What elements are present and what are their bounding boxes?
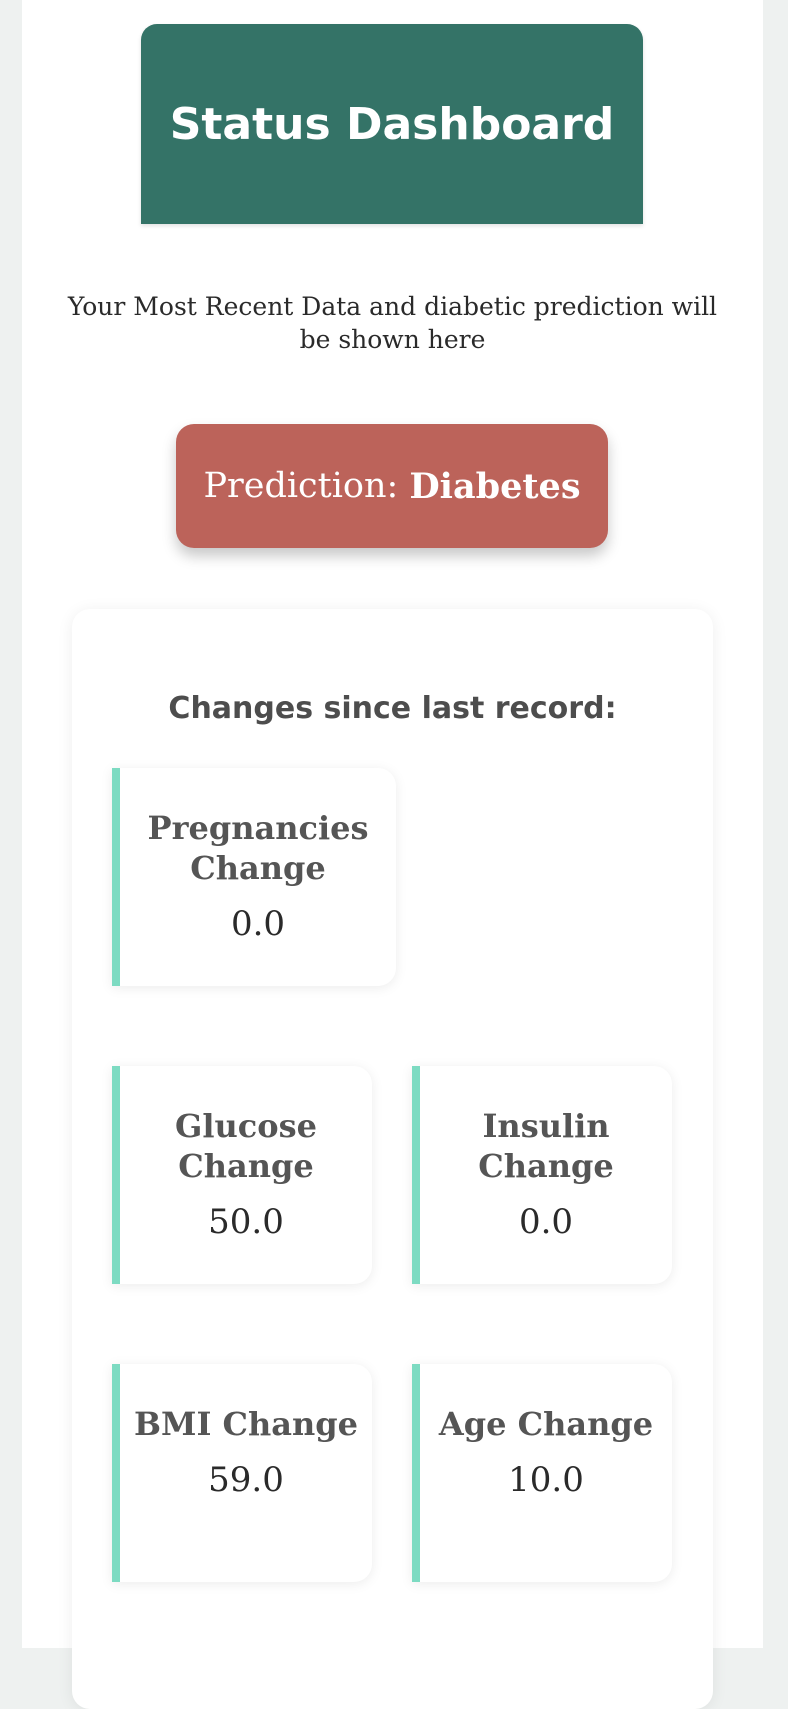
age-change-card: Age Change 10.0: [412, 1364, 672, 1582]
stat-value: 10.0: [508, 1460, 584, 1500]
stat-label: Glucose Change: [175, 1107, 317, 1185]
prediction-label: Prediction:: [203, 466, 399, 506]
changes-card: Changes since last record: Pregnancies C…: [72, 609, 713, 1709]
stat-value: 0.0: [230, 904, 286, 944]
glucose-change-card: Glucose Change 50.0: [112, 1066, 372, 1284]
insulin-change-card: Insulin Change 0.0: [412, 1066, 672, 1284]
stat-label: Pregnancies Change: [147, 809, 369, 887]
stat-label: BMI Change: [133, 1405, 359, 1443]
stat-label: Age Change: [438, 1405, 654, 1443]
stat-value: 50.0: [208, 1202, 284, 1242]
stat-label: Insulin Change: [478, 1107, 614, 1185]
prediction-value: Diabetes: [409, 465, 581, 507]
changes-title: Changes since last record:: [168, 691, 617, 726]
pregnancies-change-card: Pregnancies Change 0.0: [112, 768, 396, 986]
stat-value: 0.0: [518, 1202, 574, 1242]
page-subtitle: Your Most Recent Data and diabetic predi…: [67, 292, 718, 354]
page-container: Status Dashboard Your Most Recent Data a…: [22, 0, 763, 1709]
prediction-badge: Prediction: Diabetes: [176, 424, 608, 548]
bmi-change-card: BMI Change 59.0: [112, 1364, 372, 1582]
stat-value: 59.0: [208, 1460, 284, 1500]
page-title: Status Dashboard: [169, 98, 615, 150]
dashboard-header: Status Dashboard: [141, 24, 643, 224]
